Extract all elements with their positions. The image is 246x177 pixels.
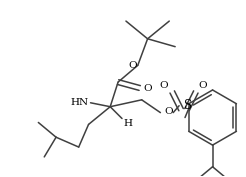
Text: HN: HN — [71, 98, 89, 107]
Text: O: O — [143, 84, 152, 93]
Text: S: S — [184, 99, 192, 112]
Text: H: H — [123, 119, 132, 128]
Text: O: O — [159, 81, 168, 90]
Text: O: O — [128, 61, 137, 70]
Text: O: O — [199, 81, 207, 90]
Text: O: O — [164, 107, 173, 116]
